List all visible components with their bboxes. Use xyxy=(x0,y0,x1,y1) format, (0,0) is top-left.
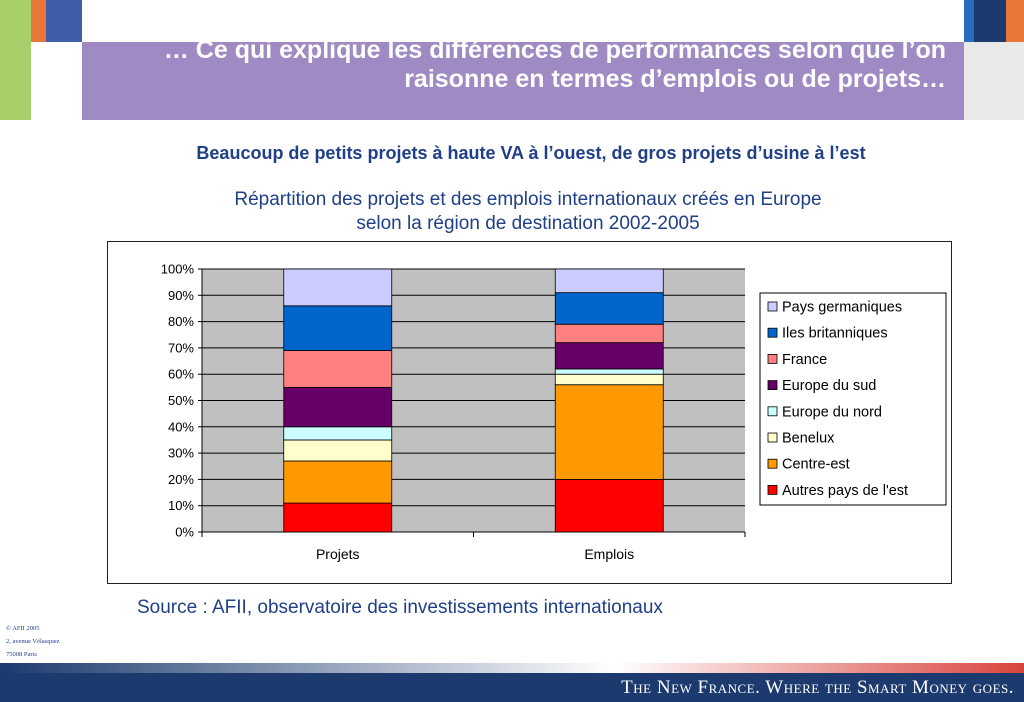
bar-segment xyxy=(283,460,393,504)
title-banner: … Ce qui explique les différences de per… xyxy=(82,42,964,120)
legend-label: Benelux xyxy=(782,431,835,447)
chart-title-line2: selon la région de destination 2002-2005 xyxy=(356,213,700,234)
legend-label: Europe du sud xyxy=(782,378,876,394)
chart-frame: 0% 10% 20% 30% 40% 50% 60% 70% 80% 90% 100% Projets… xyxy=(107,241,952,584)
bar-segment xyxy=(554,292,664,325)
legend-swatch xyxy=(767,458,778,469)
bar-segment xyxy=(554,268,664,294)
legend-swatch xyxy=(767,484,778,495)
y-tick-label: 70% xyxy=(168,340,194,355)
slide-title: … Ce qui explique les différences de per… xyxy=(163,42,946,93)
decor-blue-square-right xyxy=(964,0,974,42)
legend-label: Iles britanniques xyxy=(782,326,888,342)
legend-swatch xyxy=(767,406,778,417)
legend-label: Centre-est xyxy=(782,457,850,473)
chart-title-line1: Répartition des projets et des emplois i… xyxy=(234,189,822,210)
legend-label: Europe du nord xyxy=(782,404,882,420)
decor-blue-square xyxy=(46,0,82,42)
y-tick-label: 10% xyxy=(168,498,194,513)
chart-title: Répartition des projets et des emplois i… xyxy=(0,188,1024,236)
bar-segment xyxy=(283,439,393,462)
y-tick-label: 50% xyxy=(168,393,194,408)
footer-gradient-stripe xyxy=(0,663,1024,673)
slide-subtitle: Beaucoup de petits projets à haute VA à … xyxy=(196,143,866,163)
bar-segment xyxy=(283,305,393,351)
y-tick-label: 30% xyxy=(168,446,194,461)
legend-label: France xyxy=(782,352,827,368)
footer-tagline: The New France. Where the Smart Money go… xyxy=(621,677,1014,698)
y-tick-label: 40% xyxy=(168,419,194,434)
legend-label: Autres pays de l'est xyxy=(782,483,908,499)
bar-segment xyxy=(283,386,393,428)
legend-swatch xyxy=(767,327,778,338)
legend-swatch xyxy=(767,354,778,364)
decor-green-bar xyxy=(0,0,31,120)
footer-bar xyxy=(0,673,1024,702)
y-tick-label: 20% xyxy=(168,472,194,487)
bar-segment xyxy=(283,426,393,441)
legend-swatch xyxy=(767,380,778,391)
address-line-2: 2, avenue Vélasquez xyxy=(6,638,60,645)
bar-segment xyxy=(554,368,664,375)
legend-swatch xyxy=(767,301,778,312)
bar-segment xyxy=(283,268,393,307)
stacked-bar-chart: 0% 10% 20% 30% 40% 50% 60% 70% 80% 90% 100% Projets… xyxy=(161,262,947,562)
decor-grey-right xyxy=(964,42,1024,120)
y-tick-label: 60% xyxy=(168,367,194,382)
bar-segment xyxy=(283,502,393,533)
y-tick-label: 0% xyxy=(175,525,194,540)
y-tick-label: 90% xyxy=(168,288,194,303)
address-line-1: © AFII 2005 xyxy=(6,625,40,632)
bar-segment xyxy=(554,373,664,386)
decor-orange-square xyxy=(31,0,46,42)
x-category-label: Projets xyxy=(316,546,360,562)
legend xyxy=(759,292,947,506)
bar-segment xyxy=(554,384,664,480)
bar-segment xyxy=(554,323,664,344)
legend-swatch xyxy=(767,432,778,443)
address-line-3: 75008 Paris xyxy=(6,651,37,658)
decor-orange-square-right xyxy=(1006,0,1024,42)
bar-segment xyxy=(283,350,393,388)
source-note: Source : AFII, observatoire des investis… xyxy=(137,597,663,618)
x-category-label: Emplois xyxy=(584,546,634,562)
decor-navy-square-right xyxy=(974,0,1006,42)
legend-label: Pays germaniques xyxy=(782,300,902,316)
y-tick-label: 80% xyxy=(168,314,194,329)
bar-segment xyxy=(554,478,664,533)
bar-segment xyxy=(554,342,664,370)
y-tick-label: 100% xyxy=(161,262,195,277)
